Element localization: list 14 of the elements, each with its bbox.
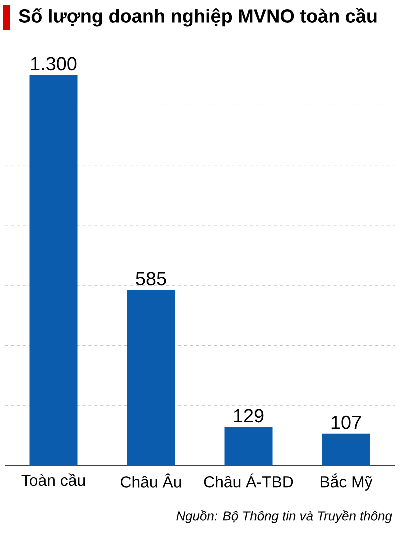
bar [322,434,370,466]
text: Nguồn: Bộ Thông tin và Truyền thông [176,510,392,524]
x-tick-label: Toàn cầu [22,474,86,486]
bar [224,427,273,466]
x-tick-label: Châu Âu [121,474,182,488]
bar [30,75,78,466]
data-label: 129 [234,409,264,423]
data-label: 107 [332,416,362,430]
data-label: 1.300 [32,57,77,71]
chart-title: Số lượng doanh nghiệp MVNO toàn cầu [19,8,377,27]
x-tick-label: Bắc Mỹ [320,474,373,491]
x-tick-label: Châu Á-TBD [204,474,294,488]
data-label: 585 [136,272,166,286]
bar [127,290,176,466]
